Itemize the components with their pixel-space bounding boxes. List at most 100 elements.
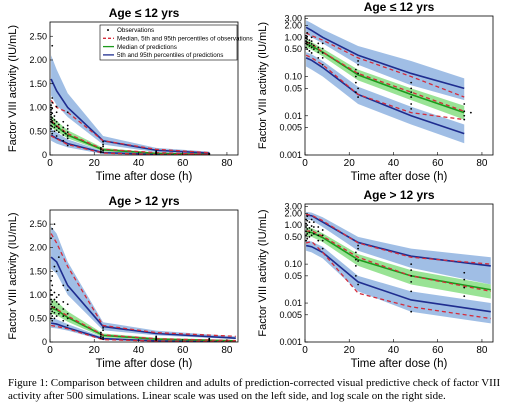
x-tick-label: 60 xyxy=(432,345,444,356)
y-axis-label: Factor VIII activity (IU/mL) xyxy=(7,212,19,339)
observation-point xyxy=(321,52,324,54)
observation-point xyxy=(55,111,58,114)
observation-point xyxy=(66,135,69,137)
panel-2: 0 20 40 60 80 0.001 0.005 0.01 0.050.10 0.50 1.002… xyxy=(257,0,494,183)
x-tick-label: 0 xyxy=(302,158,308,169)
observation-point xyxy=(62,284,65,287)
observation-point xyxy=(357,87,359,90)
y-tick-label: 0.01 xyxy=(284,111,302,121)
pi-95th-band xyxy=(306,211,491,285)
observation-point xyxy=(155,150,158,153)
obs-p5-line xyxy=(50,135,210,155)
observation-point xyxy=(50,113,53,116)
observation-point xyxy=(310,36,313,39)
legend-pred-median: Median of predictions xyxy=(117,44,177,51)
y-tick-label: 1.00 xyxy=(284,32,302,42)
observation-point xyxy=(51,44,54,47)
x-tick-label: 80 xyxy=(476,158,488,169)
observation-point xyxy=(321,247,324,250)
observation-point xyxy=(357,63,359,66)
observation-point xyxy=(354,251,357,254)
observation-point xyxy=(410,290,413,293)
y-tick-label: 2.00 xyxy=(29,55,47,65)
observation-point xyxy=(57,293,60,296)
observation-point xyxy=(310,225,313,227)
pred-median-line xyxy=(50,121,210,155)
y-tick-label: 0.05 xyxy=(284,83,302,93)
legend-marker-dot xyxy=(107,29,109,31)
pi-5th-band xyxy=(51,318,236,342)
observation-point xyxy=(312,232,315,235)
observation-point xyxy=(51,97,54,99)
observation-point xyxy=(305,239,308,242)
observation-point xyxy=(312,221,315,224)
observation-point xyxy=(305,230,308,233)
panel-title: Age ≤ 12 yrs xyxy=(364,0,435,14)
panel-title: Age ≤ 12 yrs xyxy=(109,6,180,20)
observation-point xyxy=(66,137,69,140)
observation-point xyxy=(62,139,65,142)
observation-point xyxy=(51,301,54,303)
legend-pred-percentiles: 5th and 95th percentiles of predictions xyxy=(117,52,223,59)
observation-point xyxy=(410,107,413,110)
observation-point xyxy=(317,226,320,228)
observation-point xyxy=(305,234,308,237)
observation-point xyxy=(50,279,53,282)
observation-point xyxy=(306,43,309,46)
y-tick-label: 3.00 xyxy=(284,202,302,212)
observation-point xyxy=(51,319,54,322)
y-tick-label: 0.01 xyxy=(284,298,302,308)
observation-point xyxy=(66,131,69,134)
observation-point xyxy=(50,237,53,240)
observation-point xyxy=(308,50,311,52)
observation-point xyxy=(312,44,315,47)
observation-point xyxy=(57,256,60,259)
observation-point xyxy=(306,41,309,44)
observation-point xyxy=(66,317,69,320)
pi-median-band xyxy=(306,227,491,299)
observation-point xyxy=(51,117,54,119)
observation-point xyxy=(66,303,69,306)
observation-point xyxy=(308,39,311,42)
observation-point xyxy=(463,114,466,117)
observation-point xyxy=(51,132,54,135)
observation-point xyxy=(50,303,53,306)
observation-point xyxy=(305,226,308,228)
observation-point xyxy=(310,234,313,237)
observation-point xyxy=(99,148,102,151)
y-tick-label: 3.00 xyxy=(284,14,302,24)
observation-point xyxy=(102,329,104,332)
observation-point xyxy=(357,247,359,250)
y-tick-label: 2.50 xyxy=(29,219,47,229)
x-tick-label: 60 xyxy=(177,345,189,356)
observation-point xyxy=(410,310,413,313)
y-tick-label: 1.00 xyxy=(29,103,47,113)
observation-point xyxy=(208,152,211,155)
y-tick-label: 0.10 xyxy=(284,259,302,269)
observation-point xyxy=(62,126,65,129)
observation-point xyxy=(51,275,54,277)
observation-point xyxy=(357,283,359,286)
plot-frame xyxy=(304,203,494,343)
observation-point xyxy=(305,222,308,225)
observation-point xyxy=(317,56,320,59)
y-axis-label: Factor VIII activity (IU/mL) xyxy=(257,209,269,336)
observation-point xyxy=(51,315,54,317)
y-tick-label: 0 xyxy=(42,150,47,160)
observation-point xyxy=(51,310,54,313)
observation-point xyxy=(50,127,53,130)
observation-point xyxy=(354,265,357,267)
observation-point xyxy=(53,118,56,121)
observation-point xyxy=(99,337,102,340)
panel-3: 0 20 40 60 80 0 0.50 1.00 1.50 2.00 2.50 Age > 12 y… xyxy=(7,194,239,370)
observation-point xyxy=(53,122,56,125)
observation-point xyxy=(463,110,466,113)
observation-point xyxy=(64,132,67,135)
observation-point xyxy=(317,230,320,233)
y-axis-label: Factor VIII activity (IU/mL) xyxy=(7,25,19,152)
observation-point xyxy=(51,107,54,110)
observation-point xyxy=(51,121,54,124)
observation-point xyxy=(321,56,324,59)
observation-point xyxy=(51,119,54,122)
x-axis-label: Time after dose (h) xyxy=(96,171,193,183)
